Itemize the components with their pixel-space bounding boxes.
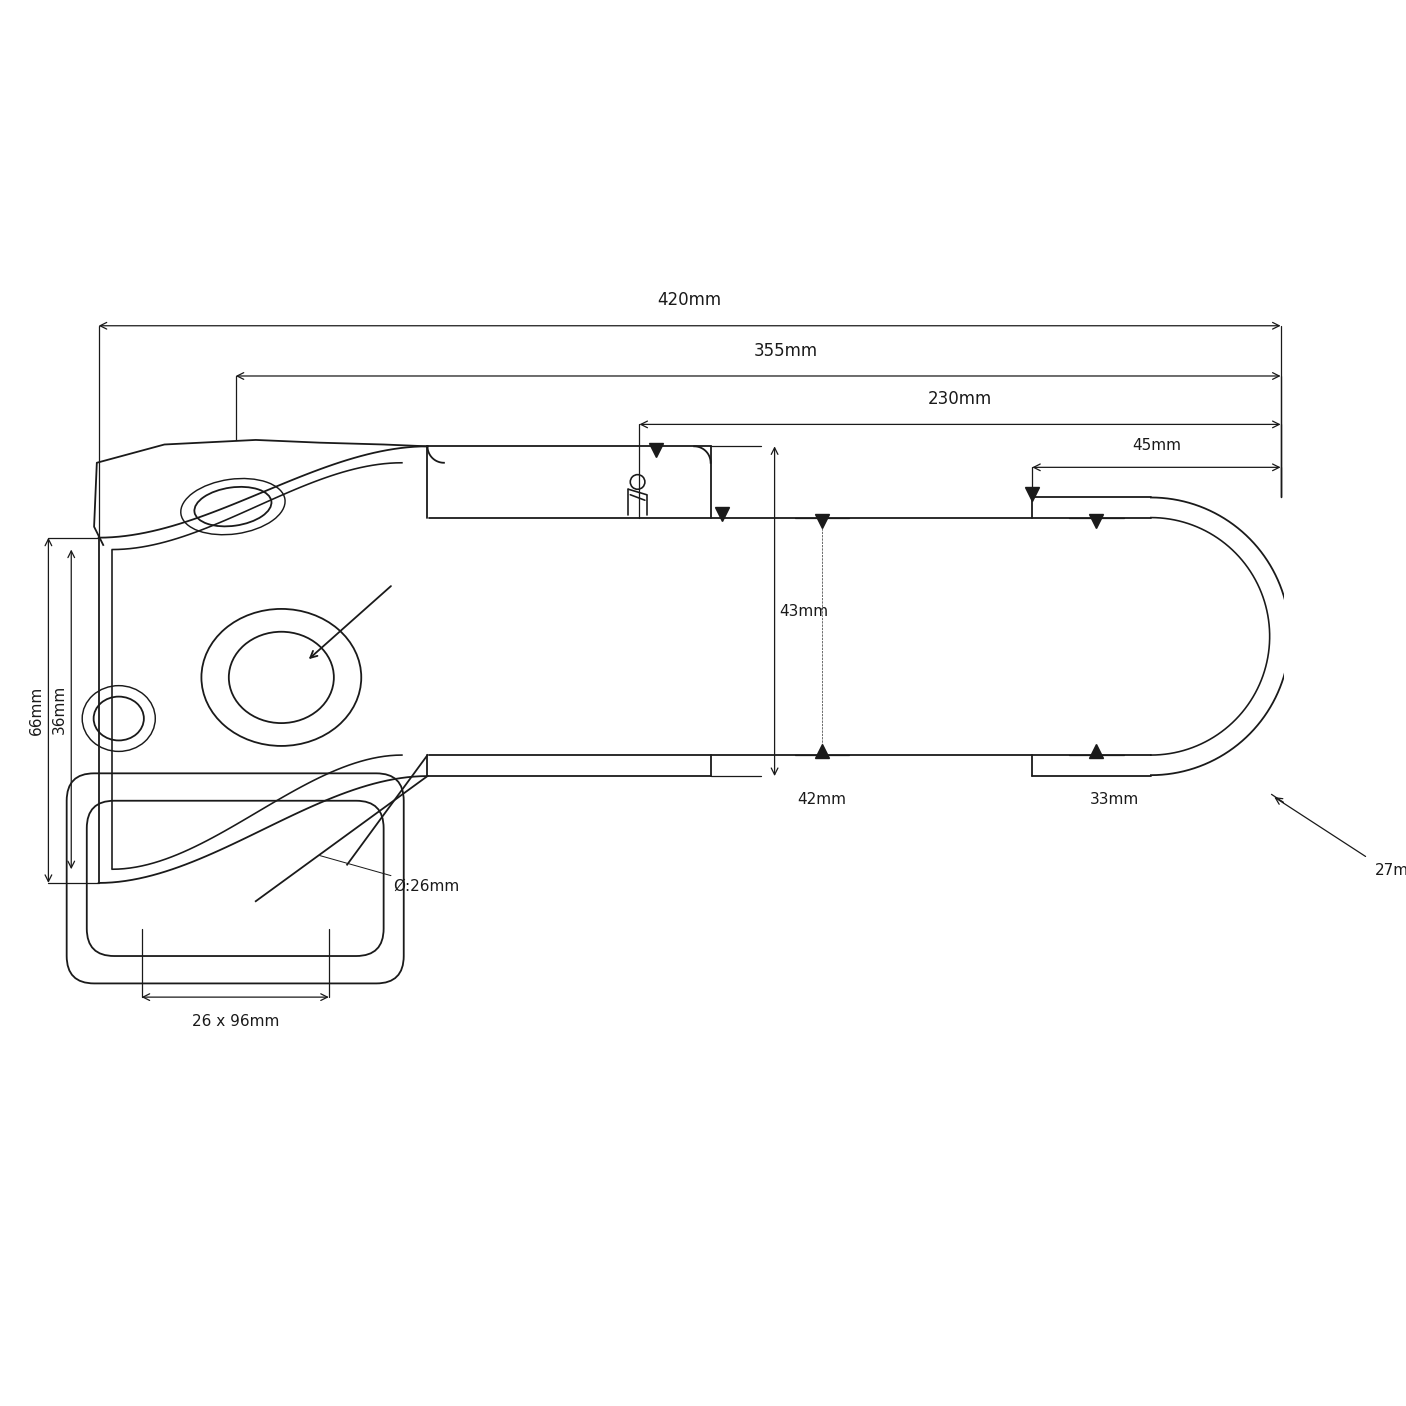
Text: 42mm: 42mm: [797, 792, 846, 807]
Text: 45mm: 45mm: [1132, 437, 1181, 453]
Text: Ø:26mm: Ø:26mm: [392, 879, 458, 893]
Text: 27mm: 27mm: [1375, 863, 1406, 877]
Text: 36mm: 36mm: [52, 685, 66, 734]
Text: 33mm: 33mm: [1090, 792, 1139, 807]
Text: 66mm: 66mm: [30, 686, 44, 735]
Text: 43mm: 43mm: [779, 603, 828, 619]
Text: 230mm: 230mm: [928, 389, 993, 408]
Text: 420mm: 420mm: [658, 291, 721, 309]
Text: 355mm: 355mm: [754, 342, 818, 360]
Text: 26 x 96mm: 26 x 96mm: [191, 1014, 278, 1029]
